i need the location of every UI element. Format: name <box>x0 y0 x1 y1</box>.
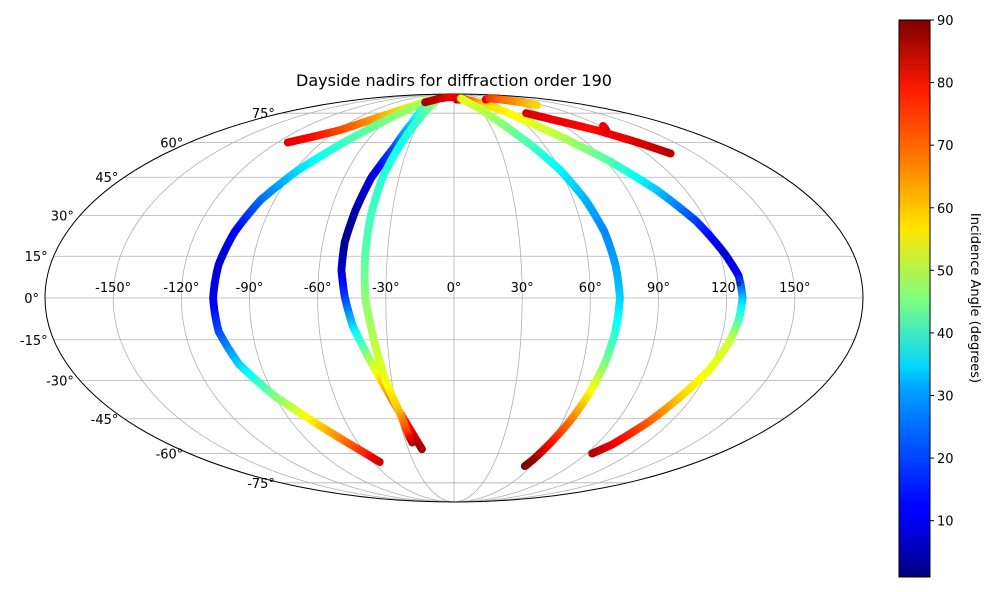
colorbar-tick-label: 30 <box>937 390 954 405</box>
colorbar-tick-label: 70 <box>937 139 954 154</box>
colorbar-tick-label: 90 <box>937 14 954 29</box>
data-point <box>520 462 529 471</box>
meridian-line <box>249 94 455 502</box>
colorbar-ticks: 10 20 30 40 50 60 70 80 90 <box>930 14 954 530</box>
data-points <box>209 93 747 471</box>
meridian-line <box>180 94 455 502</box>
lon-tick-label: 90° <box>647 281 670 296</box>
lon-tick-label: -150° <box>95 281 131 296</box>
data-point <box>532 101 541 110</box>
data-point <box>666 149 675 158</box>
graticule <box>45 94 863 502</box>
latitude-tick-labels: 75° 60° 45° 30° 15° 0° -15° -30° -45° -60° -75° <box>20 107 275 492</box>
lon-tick-label: -30° <box>372 281 400 296</box>
lat-tick-label: -45° <box>91 413 119 428</box>
colorbar-tick-label: 10 <box>937 515 954 530</box>
lat-tick-label: 0° <box>24 292 39 307</box>
colorbar-tick-label: 80 <box>937 77 954 92</box>
data-point <box>417 445 426 454</box>
data-point <box>408 438 417 447</box>
colorbar <box>898 19 931 578</box>
data-point <box>599 122 608 131</box>
lat-tick-label: -60° <box>156 448 184 463</box>
lat-tick-label: -15° <box>20 334 48 349</box>
longitude-tick-labels: -150° -120° -90° -60° -30° 0° 30° 60° 90° 120° 150… <box>95 281 810 296</box>
meridian-line <box>453 94 659 502</box>
lat-tick-label: 45° <box>95 171 118 186</box>
lat-tick-label: 75° <box>252 107 275 122</box>
lon-tick-label: 150° <box>779 281 810 296</box>
colorbar-tick-label: 40 <box>937 327 954 342</box>
data-point <box>375 457 384 466</box>
chart-title: Dayside nadirs for diffraction order 190 <box>296 71 612 90</box>
lon-tick-label: 120° <box>711 281 742 296</box>
lat-tick-label: 15° <box>25 250 48 265</box>
lat-tick-label: -75° <box>247 477 275 492</box>
meridian-line <box>112 94 455 502</box>
meridian-line <box>453 94 796 502</box>
lat-tick-label: -30° <box>46 374 74 389</box>
meridian-line <box>385 94 455 502</box>
colorbar-tick-label: 60 <box>937 202 954 217</box>
lon-tick-label: -90° <box>236 281 264 296</box>
lon-tick-label: -120° <box>163 281 199 296</box>
colorbar-tick-label: 20 <box>937 452 954 467</box>
lon-tick-label: 60° <box>579 281 602 296</box>
lon-tick-label: 0° <box>447 281 462 296</box>
meridian-line <box>453 94 523 502</box>
lat-tick-label: 30° <box>51 210 74 225</box>
lon-tick-label: -60° <box>304 281 332 296</box>
data-point <box>588 449 597 458</box>
lat-tick-label: 60° <box>160 136 183 151</box>
lon-tick-label: 30° <box>511 281 534 296</box>
colorbar-label: Incidence Angle (degrees) <box>967 213 982 383</box>
colorbar-tick-label: 50 <box>937 264 954 279</box>
